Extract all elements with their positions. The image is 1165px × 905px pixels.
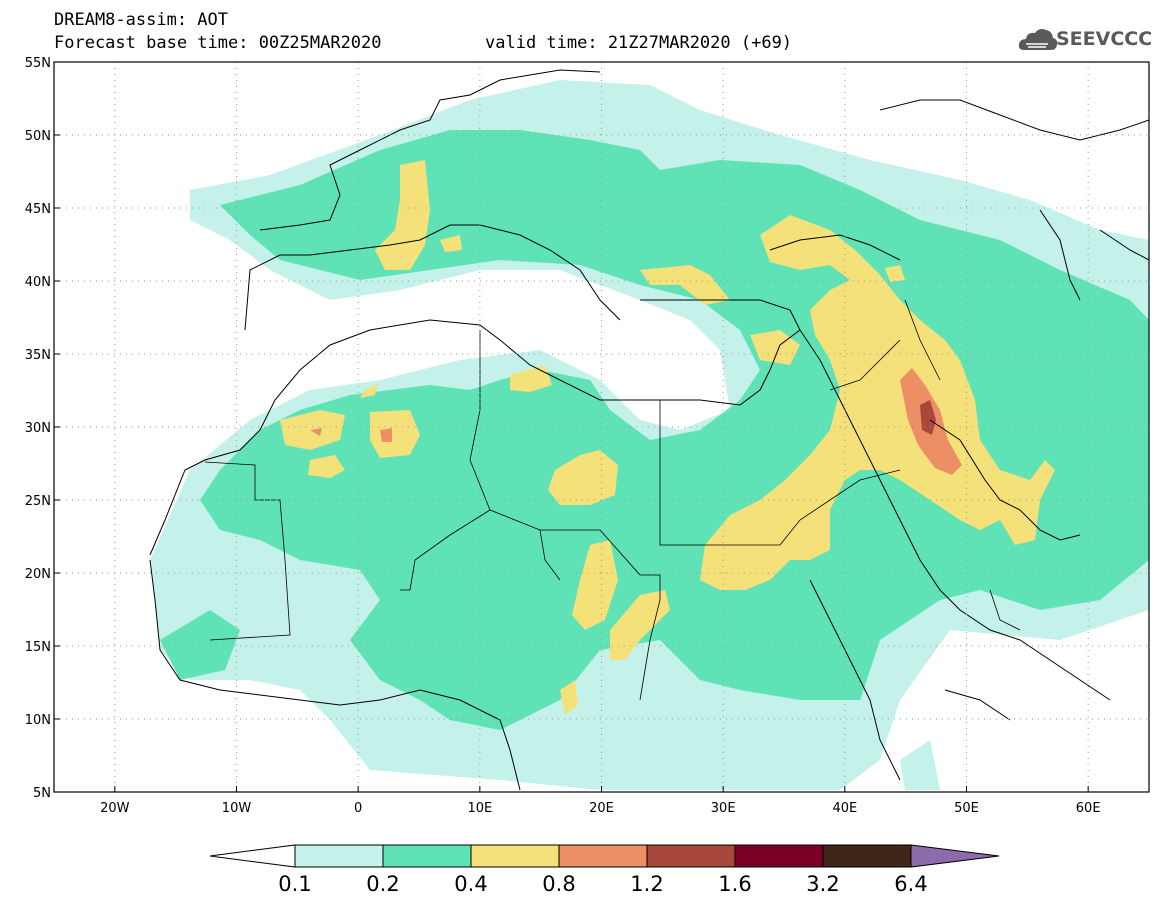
cloud-icon: [1018, 29, 1058, 50]
colorbar: 0.1 0.2 0.4 0.8 1.2 1.6 3.2 6.4: [209, 844, 1000, 896]
colorbar-swatch: [558, 844, 648, 868]
lon-tick-label: 40E: [832, 801, 857, 816]
lat-tick-label: 30N: [25, 421, 51, 436]
colorbar-level-label: 0.2: [366, 872, 399, 896]
lon-tick-label: 20E: [589, 801, 614, 816]
colorbar-swatch: [646, 844, 736, 868]
lon-tick-label: 10W: [222, 801, 252, 816]
colorbar-level-label: 0.1: [278, 872, 311, 896]
colorbar-swatch: [470, 844, 560, 868]
lat-tick-label: 10N: [25, 713, 51, 728]
colorbar-swatch: [822, 844, 912, 868]
colorbar-low-arrow: [209, 844, 296, 868]
lat-tick-label: 35N: [25, 348, 51, 363]
lat-tick-label: 25N: [25, 494, 51, 509]
colorbar-level-label: 3.2: [806, 872, 839, 896]
longitude-labels: 20W 10W 0 10E 20E 30E 40E 50E 60E: [100, 786, 1101, 816]
colorbar-level-label: 0.8: [542, 872, 575, 896]
latitude-labels: 55N 50N 45N 40N 35N 30N 25N 20N 15N 10N 5N: [25, 56, 60, 801]
coastlines: [149, 69, 1149, 791]
colorbar-level-label: 0.4: [454, 872, 487, 896]
colorbar-swatch: [382, 844, 472, 868]
colorbar-level-label: 6.4: [894, 872, 927, 896]
colorbar-level-label: 1.6: [718, 872, 751, 896]
lon-tick-label: 30E: [711, 801, 736, 816]
lat-tick-label: 40N: [25, 275, 51, 290]
map-title: DREAM8-assim: AOT: [54, 10, 228, 30]
lat-tick-label: 55N: [25, 56, 51, 71]
lat-tick-label: 15N: [25, 640, 51, 655]
lat-tick-label: 20N: [25, 567, 51, 582]
lon-tick-label: 10E: [467, 801, 492, 816]
logo-text: SEEVCCC: [1056, 28, 1153, 50]
aot-contours: [150, 80, 1149, 790]
borders: [204, 299, 1021, 701]
colorbar-high-arrow: [910, 844, 1000, 868]
lon-tick-label: 50E: [954, 801, 979, 816]
lon-tick-label: 20W: [100, 801, 130, 816]
valid-time: valid time: 21Z27MAR2020 (+69): [485, 33, 793, 53]
lat-tick-label: 50N: [25, 129, 51, 144]
colorbar-swatch: [294, 844, 384, 868]
colorbar-swatch: [734, 844, 824, 868]
colorbar-level-label: 1.2: [630, 872, 663, 896]
lat-tick-label: 45N: [25, 202, 51, 217]
forecast-base-time: Forecast base time: 00Z25MAR2020: [54, 33, 382, 53]
lat-tick-label: 5N: [33, 786, 51, 801]
lon-tick-label: 0: [354, 801, 362, 816]
lon-tick-label: 60E: [1076, 801, 1101, 816]
